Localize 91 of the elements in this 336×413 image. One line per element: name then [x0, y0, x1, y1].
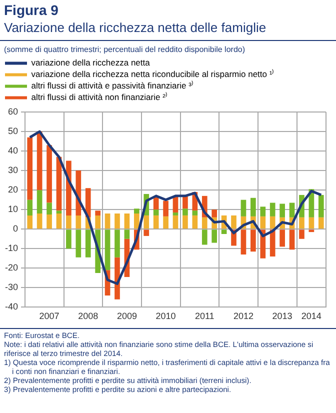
bar — [36, 214, 42, 229]
bar — [76, 215, 82, 229]
bar — [124, 214, 130, 229]
bar — [299, 230, 304, 239]
bar — [85, 230, 91, 258]
bar — [134, 214, 140, 229]
y-tick-label: 0 — [12, 224, 18, 234]
bar — [104, 214, 110, 229]
bar — [36, 190, 42, 214]
bar — [280, 230, 285, 247]
bar — [66, 230, 72, 249]
bar — [46, 145, 52, 203]
bar — [124, 230, 130, 239]
bar — [172, 212, 178, 216]
bar — [182, 208, 188, 216]
y-tick-label: 50 — [8, 126, 18, 136]
bar — [308, 230, 314, 232]
bar — [270, 216, 276, 229]
bar — [104, 230, 110, 270]
bar — [221, 230, 227, 234]
bar — [27, 137, 33, 200]
bar — [202, 230, 208, 245]
bar — [260, 206, 266, 216]
bar — [46, 214, 52, 229]
bar — [192, 215, 198, 229]
bar — [153, 196, 159, 210]
bar — [299, 217, 304, 229]
bar — [212, 230, 218, 243]
bar — [144, 215, 150, 229]
bar — [27, 215, 33, 229]
bar — [172, 215, 178, 229]
y-tick-label: 10 — [8, 204, 18, 214]
bar — [212, 210, 218, 218]
x-tick-label: 2007 — [39, 311, 60, 322]
y-tick-label: 40 — [8, 146, 18, 156]
bar — [231, 215, 236, 229]
bar — [163, 216, 168, 229]
bar — [280, 204, 285, 218]
bar — [172, 196, 178, 213]
bar — [114, 230, 120, 258]
legend-label: altri flussi di attività non finanziarie ²⁾ — [31, 92, 168, 102]
text: Figura 9 — [4, 2, 58, 18]
x-tick-label: 2010 — [156, 311, 176, 322]
bar — [95, 210, 100, 216]
bar — [182, 215, 188, 229]
bar — [202, 217, 208, 229]
y-tick-label: -40 — [4, 302, 18, 312]
bar — [76, 230, 82, 258]
bar — [56, 214, 62, 229]
y-tick-label: -10 — [4, 243, 18, 254]
y-tick-label: 20 — [8, 184, 18, 195]
chart-subtitle: (somme di quattro trimestri; percentuali del reddito disponibile lordo) — [4, 45, 245, 54]
y-tick-label: 30 — [8, 165, 18, 176]
bar — [153, 210, 159, 216]
y-tick-label: -20 — [4, 262, 18, 273]
chart-title: Variazione della ricchezza netta delle famiglie — [4, 20, 266, 35]
y-tick-label: -30 — [4, 282, 18, 292]
bar — [114, 214, 120, 229]
bar — [144, 230, 150, 236]
bar — [240, 230, 246, 254]
legend-label: variazione della ricchezza netta — [31, 58, 150, 68]
bar — [270, 230, 276, 256]
bar — [134, 208, 140, 214]
bar — [95, 215, 100, 229]
bar — [250, 198, 256, 216]
bar — [260, 216, 266, 229]
bar — [318, 217, 324, 229]
bar — [85, 188, 91, 218]
y-tick-label: 60 — [8, 106, 18, 116]
x-tick-label: 2009 — [116, 311, 137, 322]
bar — [240, 200, 246, 216]
bar — [153, 215, 159, 229]
bar — [66, 215, 72, 229]
bar — [192, 210, 198, 216]
bar — [308, 217, 314, 229]
legend-label: variazione della ricchezza netta riconducibile al risparmio netto ¹⁾ — [31, 69, 274, 80]
bar — [289, 230, 295, 250]
x-tick-label: 2012 — [233, 311, 254, 322]
bar — [27, 200, 33, 216]
x-tick-label: 2014 — [301, 311, 322, 322]
x-tick-label: 2008 — [78, 311, 98, 322]
bar — [46, 202, 52, 214]
legend-label: altri flussi di attività e passività finanziarie ³⁾ — [31, 80, 194, 91]
bar — [250, 230, 256, 252]
x-tick-label: 2013 — [272, 311, 292, 322]
bar — [289, 202, 295, 218]
bar — [163, 200, 168, 216]
bar — [270, 202, 276, 216]
bar — [56, 210, 62, 214]
bar — [318, 194, 324, 218]
x-tick-label: 2011 — [194, 311, 214, 322]
